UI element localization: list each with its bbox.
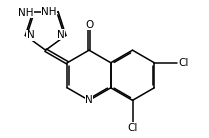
Text: N: N — [57, 30, 65, 40]
Text: Cl: Cl — [179, 58, 189, 68]
Text: NH: NH — [41, 7, 57, 17]
Text: Cl: Cl — [127, 123, 138, 133]
Text: N: N — [27, 30, 34, 40]
Text: N: N — [85, 95, 93, 105]
Text: NH: NH — [18, 8, 33, 18]
Text: O: O — [85, 20, 93, 30]
